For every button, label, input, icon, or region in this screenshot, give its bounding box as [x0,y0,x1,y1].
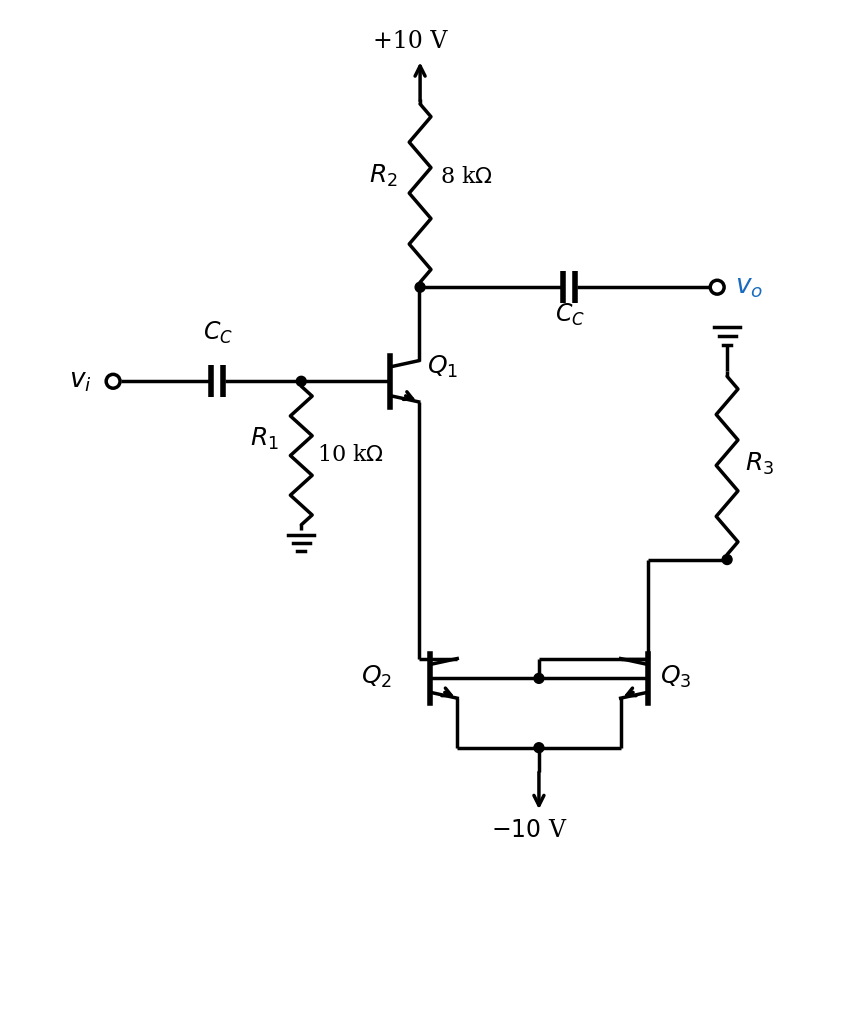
Text: $C_C$: $C_C$ [203,319,233,346]
Circle shape [534,742,544,753]
Circle shape [297,377,306,386]
Circle shape [415,283,425,292]
Text: $R_3$: $R_3$ [745,451,774,476]
Text: $-10$ V: $-10$ V [491,819,568,842]
Circle shape [534,674,544,683]
Text: $v_i$: $v_i$ [69,369,91,393]
Text: 10 k$\Omega$: 10 k$\Omega$ [317,443,384,466]
Text: $Q_2$: $Q_2$ [360,664,392,689]
Text: $R_2$: $R_2$ [369,163,397,189]
Text: $v_o$: $v_o$ [735,274,763,300]
Text: $Q_1$: $Q_1$ [427,353,458,380]
Text: $R_1$: $R_1$ [249,426,279,452]
Text: +10 V: +10 V [373,30,447,52]
Circle shape [722,555,732,564]
Circle shape [106,375,120,388]
Text: $Q_3$: $Q_3$ [660,664,691,689]
Circle shape [710,281,724,294]
Text: $C_C$: $C_C$ [555,302,585,328]
Text: 8 k$\Omega$: 8 k$\Omega$ [440,166,493,188]
